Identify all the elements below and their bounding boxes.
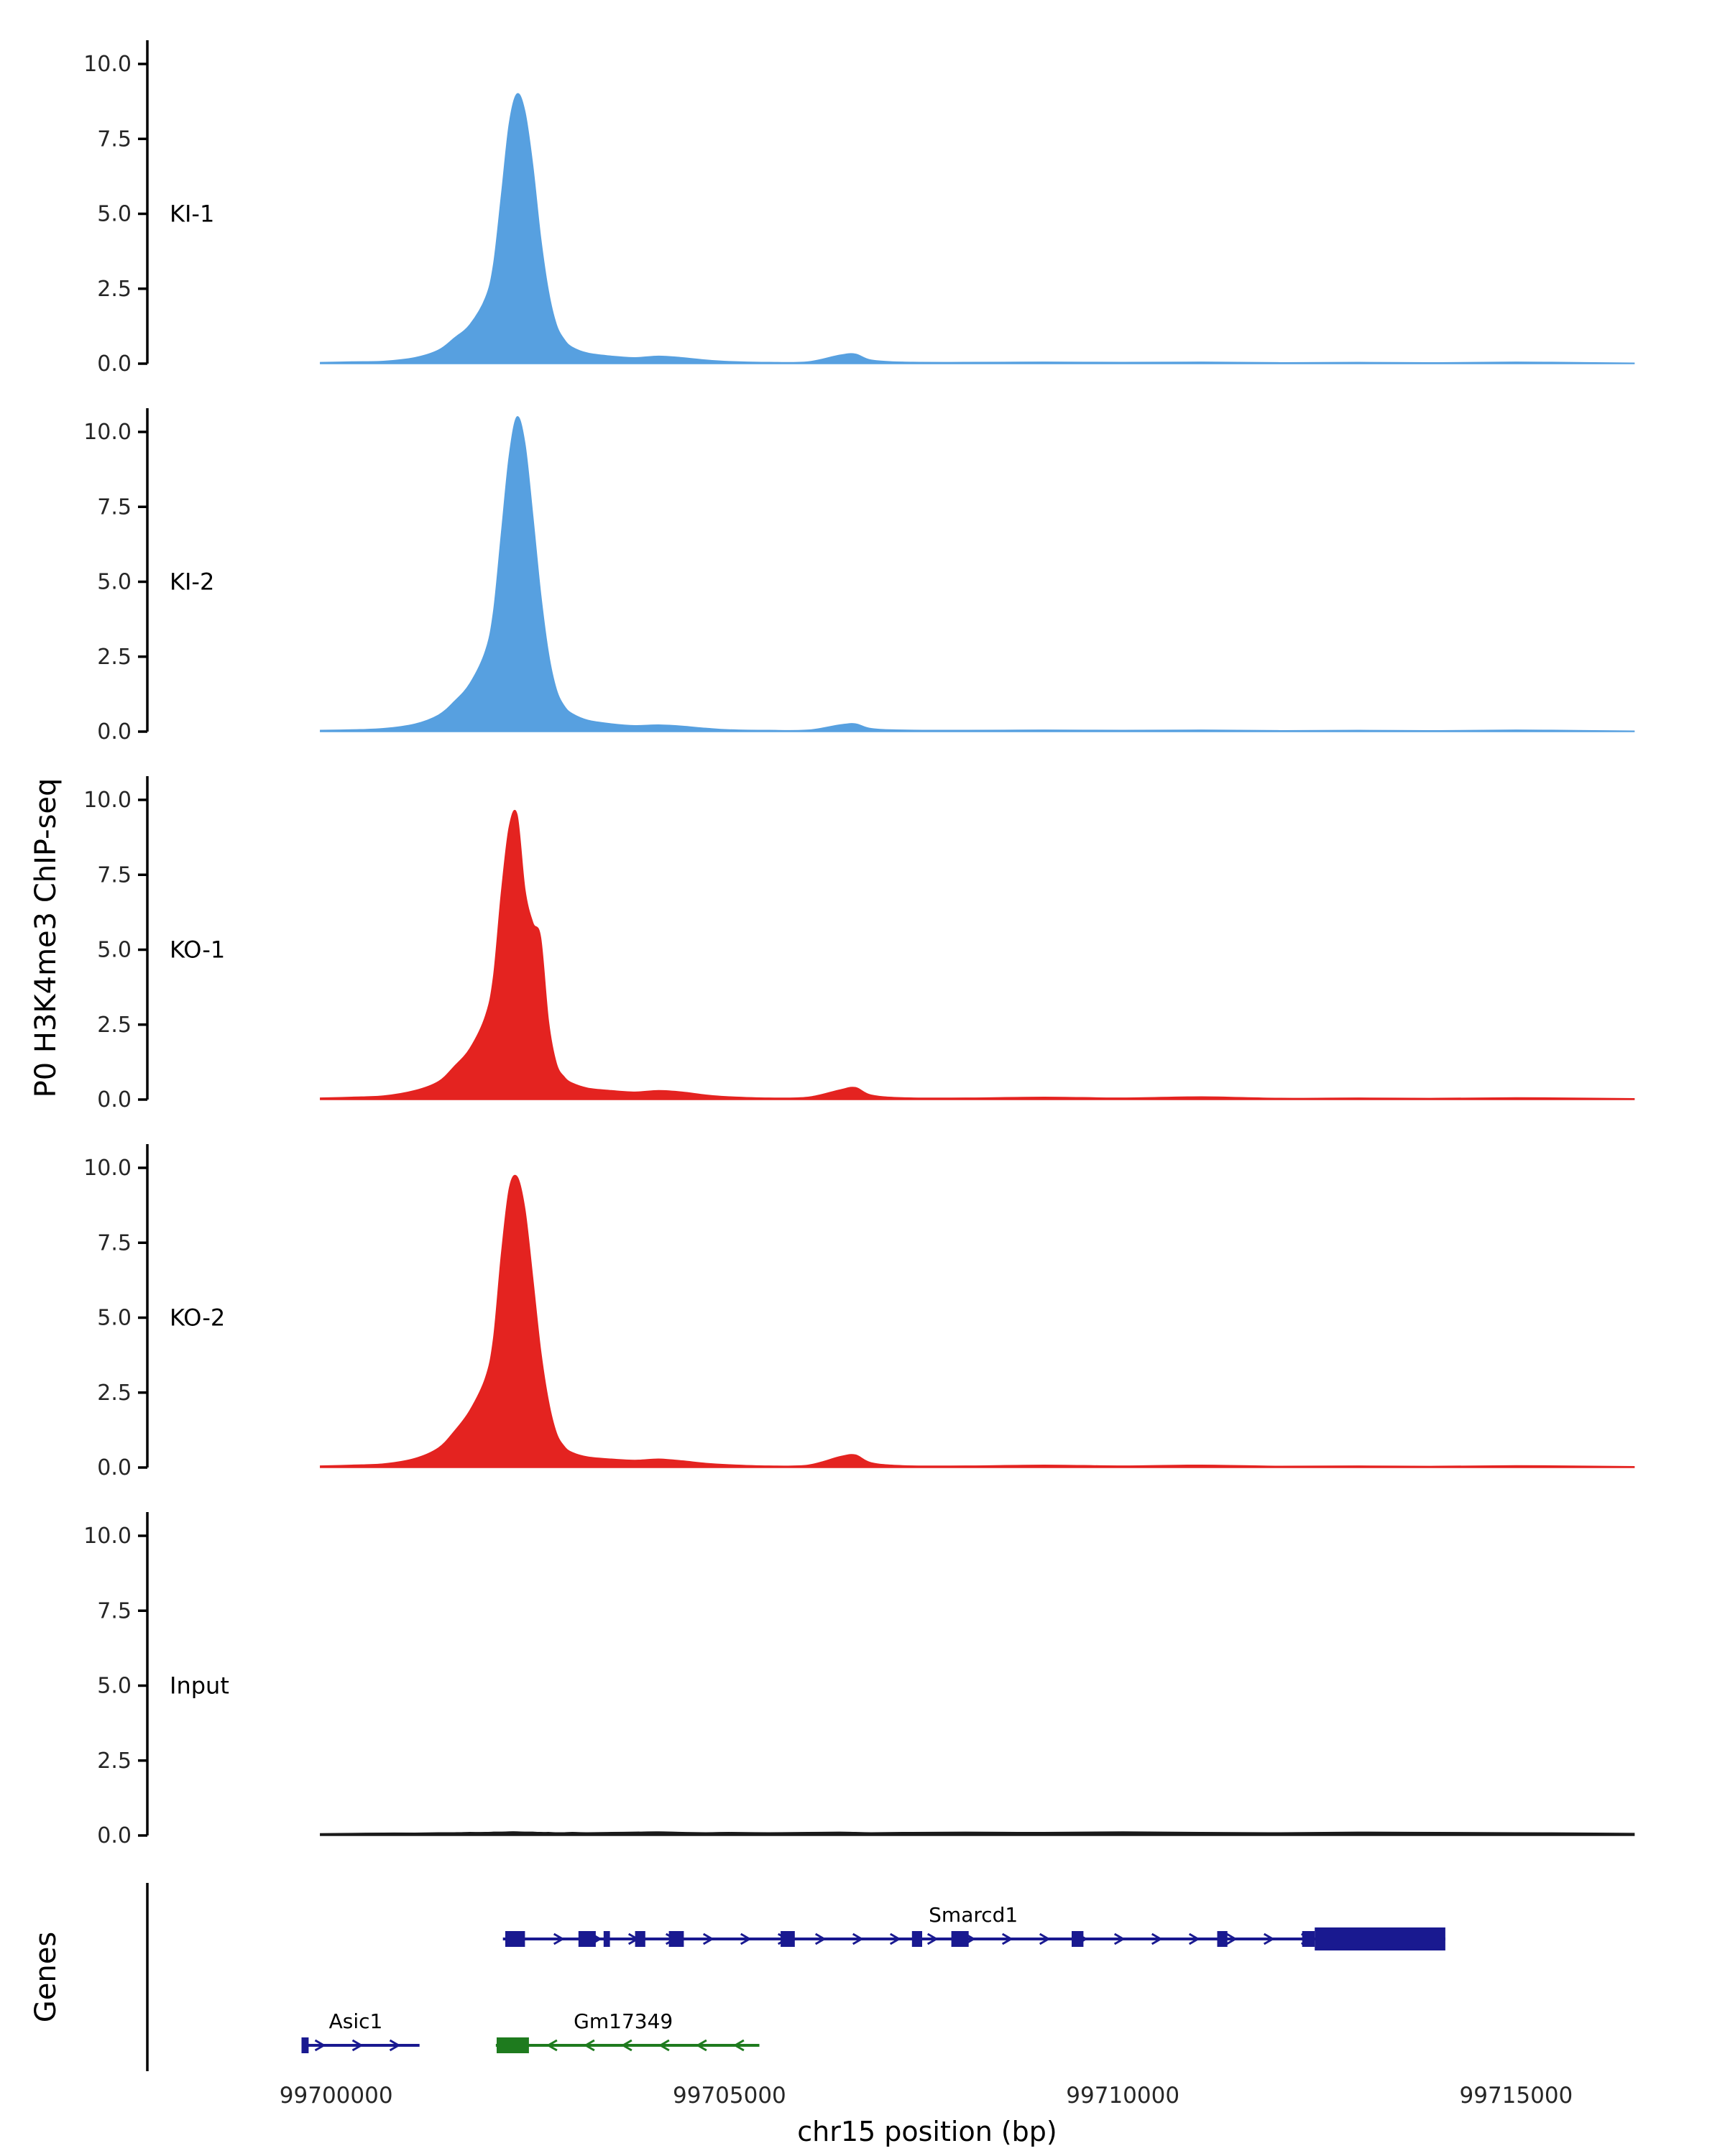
thick-exon-Smarcd1 (1315, 1927, 1445, 1950)
strand-arrow-icon (389, 2039, 401, 2052)
track-label-KI-2: KI-2 (170, 568, 214, 596)
exon-Smarcd1 (505, 1931, 525, 1947)
chip-seq-tracks: 10.0 7.5 5.0 2.5 0.0 KI-1 10.0 7.5 5.0 2.5 0.0 KI-2… (0, 40, 1725, 1880)
strand-arrow-icon (702, 1932, 714, 1945)
y-tick-label: 2.5 (97, 1749, 132, 1774)
y-tick-label: 2.5 (97, 277, 132, 302)
y-tick-label: 7.5 (97, 862, 132, 888)
coverage-area-KI-2 (320, 416, 1635, 732)
x-tick-label: 99715000 (1459, 2083, 1573, 2109)
strand-arrow-icon (732, 2039, 745, 2052)
y-tick-label: 10.0 (83, 420, 132, 445)
coverage-area-Input (320, 1831, 1635, 1836)
track-label-KI-1: KI-1 (170, 201, 214, 228)
exon-Asic1 (301, 2037, 309, 2053)
x-tick-label: 99705000 (672, 2083, 786, 2109)
y-tick-label: 10.0 (83, 1524, 132, 1549)
exon-Smarcd1 (781, 1931, 795, 1947)
y-tick-label: 5.0 (97, 1674, 132, 1699)
exon-Smarcd1 (668, 1931, 684, 1947)
y-tick-label: 10.0 (83, 1156, 132, 1181)
strand-arrow-icon (620, 2039, 632, 2052)
x-tick-label: 99700000 (279, 2083, 393, 2109)
strand-arrow-icon (658, 2039, 670, 2052)
track-label-KO-1: KO-1 (170, 936, 225, 964)
strand-arrow-icon (695, 2039, 707, 2052)
strand-arrow-icon (583, 2039, 595, 2052)
exon-Smarcd1 (1072, 1931, 1084, 1947)
coverage-area-KI-1 (320, 93, 1635, 364)
exon-Smarcd1 (1217, 1931, 1228, 1947)
genes-panel: Smarcd1 Asic1 Gm17349 (0, 1883, 1725, 2071)
strand-arrow-icon (553, 1932, 565, 1945)
exon-Gm17349 (497, 2037, 529, 2053)
y-tick-label: 0.0 (97, 1455, 132, 1480)
strand-arrow-icon (1263, 1932, 1275, 1945)
strand-arrow-icon (926, 1932, 939, 1945)
y-tick-label: 10.0 (83, 788, 132, 813)
y-tick-label: 7.5 (97, 126, 132, 152)
strand-arrow-icon (852, 1932, 864, 1945)
track-KI-2: 10.0 7.5 5.0 2.5 0.0 KI-2 (83, 408, 1635, 745)
gene-label-Smarcd1: Smarcd1 (929, 1903, 1018, 1927)
track-Input: 10.0 7.5 5.0 2.5 0.0 Input (83, 1512, 1635, 1848)
exon-Smarcd1 (603, 1931, 610, 1947)
strand-arrow-icon (1113, 1932, 1126, 1945)
track-label-Input: Input (170, 1672, 229, 1700)
y-tick-label: 5.0 (97, 570, 132, 595)
track-KO-2: 10.0 7.5 5.0 2.5 0.0 KO-2 (83, 1144, 1635, 1480)
strand-arrow-icon (814, 1932, 827, 1945)
y-tick-label: 5.0 (97, 1306, 132, 1331)
genes-track: Smarcd1 Asic1 Gm17349 (146, 1883, 1445, 2071)
strand-arrow-icon (314, 2039, 326, 2052)
y-tick-label: 0.0 (97, 351, 132, 377)
strand-arrow-icon (1225, 1932, 1238, 1945)
x-axis-tick-labels: 99700000 99705000 99710000 99715000 (0, 2083, 1725, 2114)
coverage-area-KO-1 (320, 810, 1635, 1100)
y-tick-label: 0.0 (97, 719, 132, 745)
y-tick-label: 2.5 (97, 1381, 132, 1406)
x-tick-label: 99710000 (1066, 2083, 1180, 2109)
y-tick-label: 0.0 (97, 1087, 132, 1112)
strand-arrow-icon (1151, 1932, 1163, 1945)
track-KI-1: 10.0 7.5 5.0 2.5 0.0 KI-1 (83, 40, 1635, 377)
strand-arrow-icon (1039, 1932, 1051, 1945)
exon-Smarcd1 (578, 1931, 596, 1947)
strand-arrow-icon (1001, 1932, 1013, 1945)
y-tick-label: 7.5 (97, 1230, 132, 1256)
strand-arrow-icon (740, 1932, 752, 1945)
y-tick-label: 7.5 (97, 1598, 132, 1623)
coverage-area-KO-2 (320, 1174, 1635, 1468)
exon-Smarcd1 (911, 1931, 922, 1947)
y-tick-label: 7.5 (97, 494, 132, 520)
gene-label-Gm17349: Gm17349 (574, 2009, 673, 2033)
y-tick-label: 5.0 (97, 202, 132, 227)
x-axis-title: chr15 position (bp) (797, 2116, 1057, 2147)
track-label-KO-2: KO-2 (170, 1304, 225, 1332)
strand-arrow-icon (1188, 1932, 1200, 1945)
exon-Smarcd1 (951, 1931, 969, 1947)
y-tick-label: 5.0 (97, 938, 132, 963)
gene-label-Asic1: Asic1 (329, 2009, 383, 2033)
exon-Smarcd1 (1302, 1931, 1315, 1947)
track-KO-1: 10.0 7.5 5.0 2.5 0.0 KO-1 (83, 776, 1635, 1112)
strand-arrow-icon (889, 1932, 901, 1945)
y-tick-label: 0.0 (97, 1823, 132, 1848)
strand-arrow-icon (546, 2039, 558, 2052)
y-tick-label: 2.5 (97, 645, 132, 670)
exon-Smarcd1 (635, 1931, 645, 1947)
y-tick-label: 10.0 (83, 52, 132, 77)
strand-arrow-icon (351, 2039, 364, 2052)
y-tick-label: 2.5 (97, 1013, 132, 1038)
